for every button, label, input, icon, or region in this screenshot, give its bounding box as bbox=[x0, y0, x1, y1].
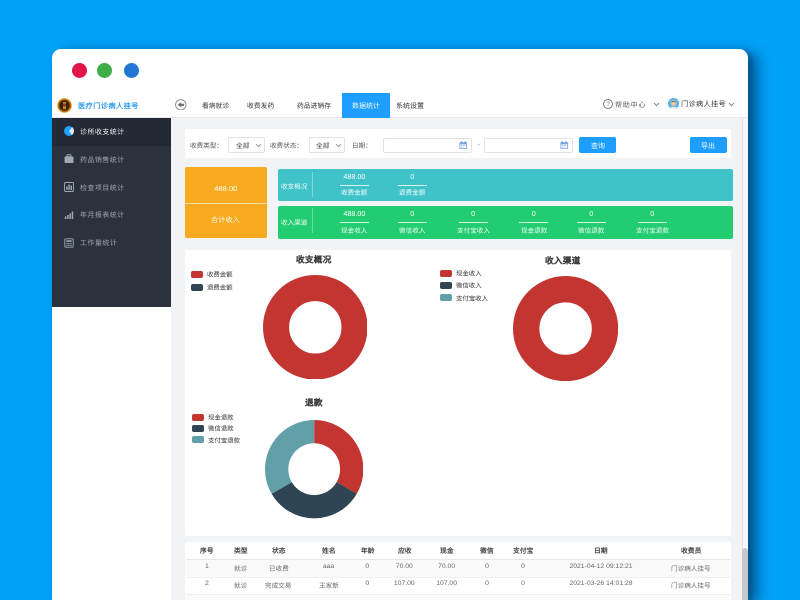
svg-text:?: ? bbox=[606, 101, 610, 108]
